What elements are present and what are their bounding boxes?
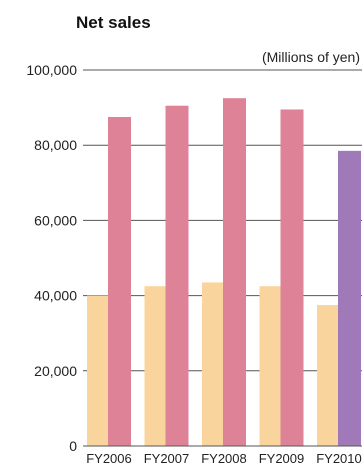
bar bbox=[259, 286, 283, 446]
y-tick-label: 60,000 bbox=[34, 212, 77, 228]
y-tick-label: 100,000 bbox=[26, 62, 77, 78]
x-tick-label: FY2006 bbox=[86, 451, 132, 466]
bar bbox=[108, 117, 131, 446]
x-tick-label: FY2010 bbox=[316, 451, 362, 466]
bar bbox=[165, 105, 189, 446]
bar bbox=[87, 295, 110, 446]
y-tick-label: 0 bbox=[69, 438, 77, 454]
bar bbox=[144, 286, 168, 446]
bar bbox=[280, 109, 304, 446]
x-tick-label: FY2008 bbox=[201, 451, 247, 466]
y-tick-label: 80,000 bbox=[34, 137, 77, 153]
unit-note: (Millions of yen) bbox=[262, 49, 360, 65]
y-axis-tick-labels: 0 20,000 40,000 60,000 80,000 100,000 bbox=[26, 62, 77, 454]
x-tick-label: FY2007 bbox=[144, 451, 190, 466]
bar bbox=[223, 98, 246, 446]
bar bbox=[317, 305, 340, 446]
x-axis-tick-labels: FY2006 FY2007 FY2008 FY2009 FY2010 bbox=[86, 451, 362, 466]
y-tick-label: 40,000 bbox=[34, 288, 77, 304]
bar bbox=[338, 150, 361, 446]
x-tick-label: FY2009 bbox=[259, 451, 305, 466]
y-tick-label: 20,000 bbox=[34, 363, 77, 379]
bar bbox=[202, 282, 225, 446]
chart-title: Net sales bbox=[76, 13, 151, 32]
bars bbox=[87, 98, 361, 446]
